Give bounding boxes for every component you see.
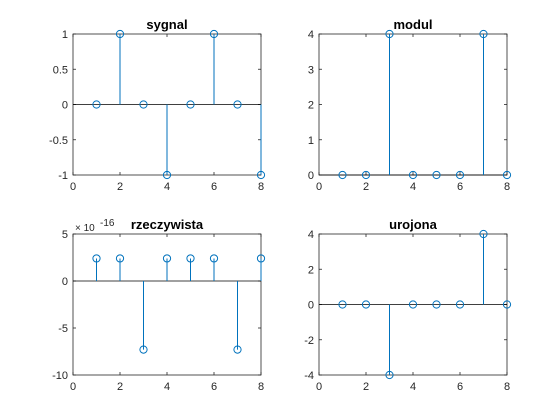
stem-marker [256, 254, 266, 263]
stem-marker [361, 170, 371, 180]
stem-marker [186, 254, 195, 263]
stem-marker [186, 100, 195, 109]
stem-marker [455, 300, 465, 309]
stem-marker [479, 29, 488, 39]
stem-marker [233, 100, 242, 109]
y-tick-label: 1 [62, 29, 68, 41]
y-tick-label: 3 [308, 64, 314, 76]
axes-box [72, 233, 262, 376]
x-tick-label: 6 [211, 381, 217, 393]
stem-marker [502, 170, 512, 180]
x-tick-label: 8 [504, 181, 510, 193]
subplot-title: rzeczywista [131, 217, 204, 232]
axes-box [318, 33, 508, 176]
y-tick-label: 0 [62, 276, 68, 288]
stem-marker [256, 170, 266, 180]
x-tick-label: 4 [410, 381, 416, 393]
y-tick-label: 4 [308, 29, 314, 41]
stem-marker [408, 300, 418, 309]
y-tick-label: 2 [308, 264, 314, 276]
y-tick-label: 5 [62, 229, 68, 241]
x-tick-label: 8 [504, 381, 510, 393]
y-tick-label: -10 [52, 370, 68, 382]
y-tick-label: 0 [308, 300, 314, 312]
x-tick-label: 6 [457, 181, 463, 193]
subplot-title: urojona [389, 217, 437, 232]
y-tick-label: 1 [308, 135, 314, 147]
x-tick-label: 6 [211, 181, 217, 193]
stem-marker [233, 345, 242, 354]
stem-marker [338, 300, 347, 309]
x-tick-label: 2 [363, 381, 369, 393]
stem-marker [139, 100, 148, 109]
stem-marker [432, 300, 441, 309]
stem-marker [162, 170, 172, 180]
subplot-modul: 0 2 4 6 8 0 1 2 3 4 modul [308, 17, 512, 193]
stem-marker [385, 370, 394, 380]
y-tick-label: -0.5 [49, 135, 68, 147]
subplot-sygnal: 0 2 4 6 8 -1 -0.5 0 0.5 1 sygnal [49, 17, 266, 193]
x-tick-label: 0 [70, 181, 76, 193]
x-tick-label: 4 [164, 181, 170, 193]
stem-marker [115, 254, 125, 263]
stem-marker [92, 100, 101, 109]
stem-marker [92, 254, 101, 263]
stem-marker [115, 29, 125, 39]
x-tick-label: 2 [363, 181, 369, 193]
stem-marker [338, 170, 347, 180]
y-tick-label: -2 [304, 335, 314, 347]
subplot-urojona: 0 2 4 6 8 -4 -2 0 2 4 urojona [304, 217, 512, 393]
stem-marker [361, 300, 371, 309]
x-tick-label: 0 [316, 381, 322, 393]
stem-marker [209, 29, 219, 39]
subplot-title: sygnal [146, 17, 187, 32]
exponent-power: -16 [100, 218, 115, 229]
x-tick-label: 2 [117, 181, 123, 193]
y-tick-label: 0 [308, 170, 314, 182]
stem-marker [209, 254, 219, 263]
x-tick-label: 6 [457, 381, 463, 393]
exponent-label: × 10 [75, 223, 95, 234]
y-tick-label: -5 [58, 323, 68, 335]
stem-marker [479, 229, 488, 239]
stem-marker [455, 170, 465, 180]
subplot-rzeczywista: 0 2 4 6 8 -10 -5 0 5 rzeczywista × 10 -16 [52, 217, 266, 393]
x-tick-label: 8 [258, 381, 264, 393]
subplot-title: modul [394, 17, 433, 32]
y-tick-label: -1 [58, 170, 68, 182]
stem-marker [162, 254, 172, 263]
y-tick-label: -4 [304, 370, 314, 382]
x-tick-label: 0 [70, 381, 76, 393]
y-tick-label: 2 [308, 100, 314, 112]
stem-marker [139, 345, 148, 354]
stem-marker [408, 170, 418, 180]
y-tick-label: 0 [62, 100, 68, 112]
x-tick-label: 2 [117, 381, 123, 393]
x-tick-label: 4 [164, 381, 170, 393]
stem-marker [432, 170, 441, 180]
stem-marker [502, 300, 512, 309]
x-tick-label: 4 [410, 181, 416, 193]
y-tick-label: 4 [308, 229, 314, 241]
x-tick-label: 0 [316, 181, 322, 193]
x-tick-label: 8 [258, 181, 264, 193]
stem-marker [385, 29, 394, 39]
y-tick-label: 0.5 [53, 64, 68, 76]
